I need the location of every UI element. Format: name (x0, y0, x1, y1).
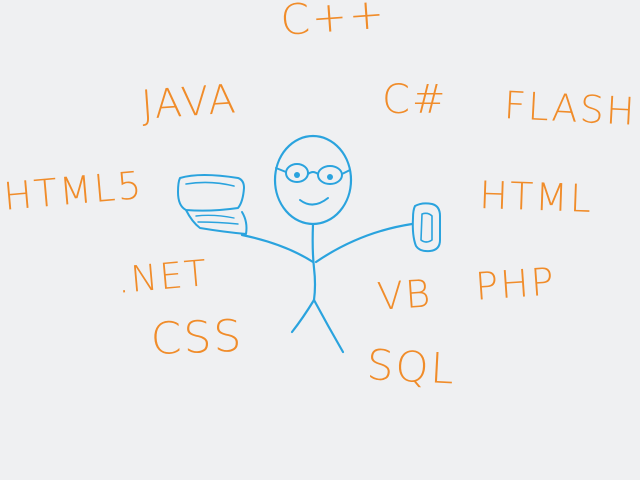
phone-icon (411, 202, 441, 253)
word-csharp: C# (382, 77, 448, 123)
laptop-icon (177, 174, 248, 235)
figure-body (240, 222, 414, 354)
glasses-icon (275, 163, 351, 185)
figure-smile (299, 197, 329, 206)
